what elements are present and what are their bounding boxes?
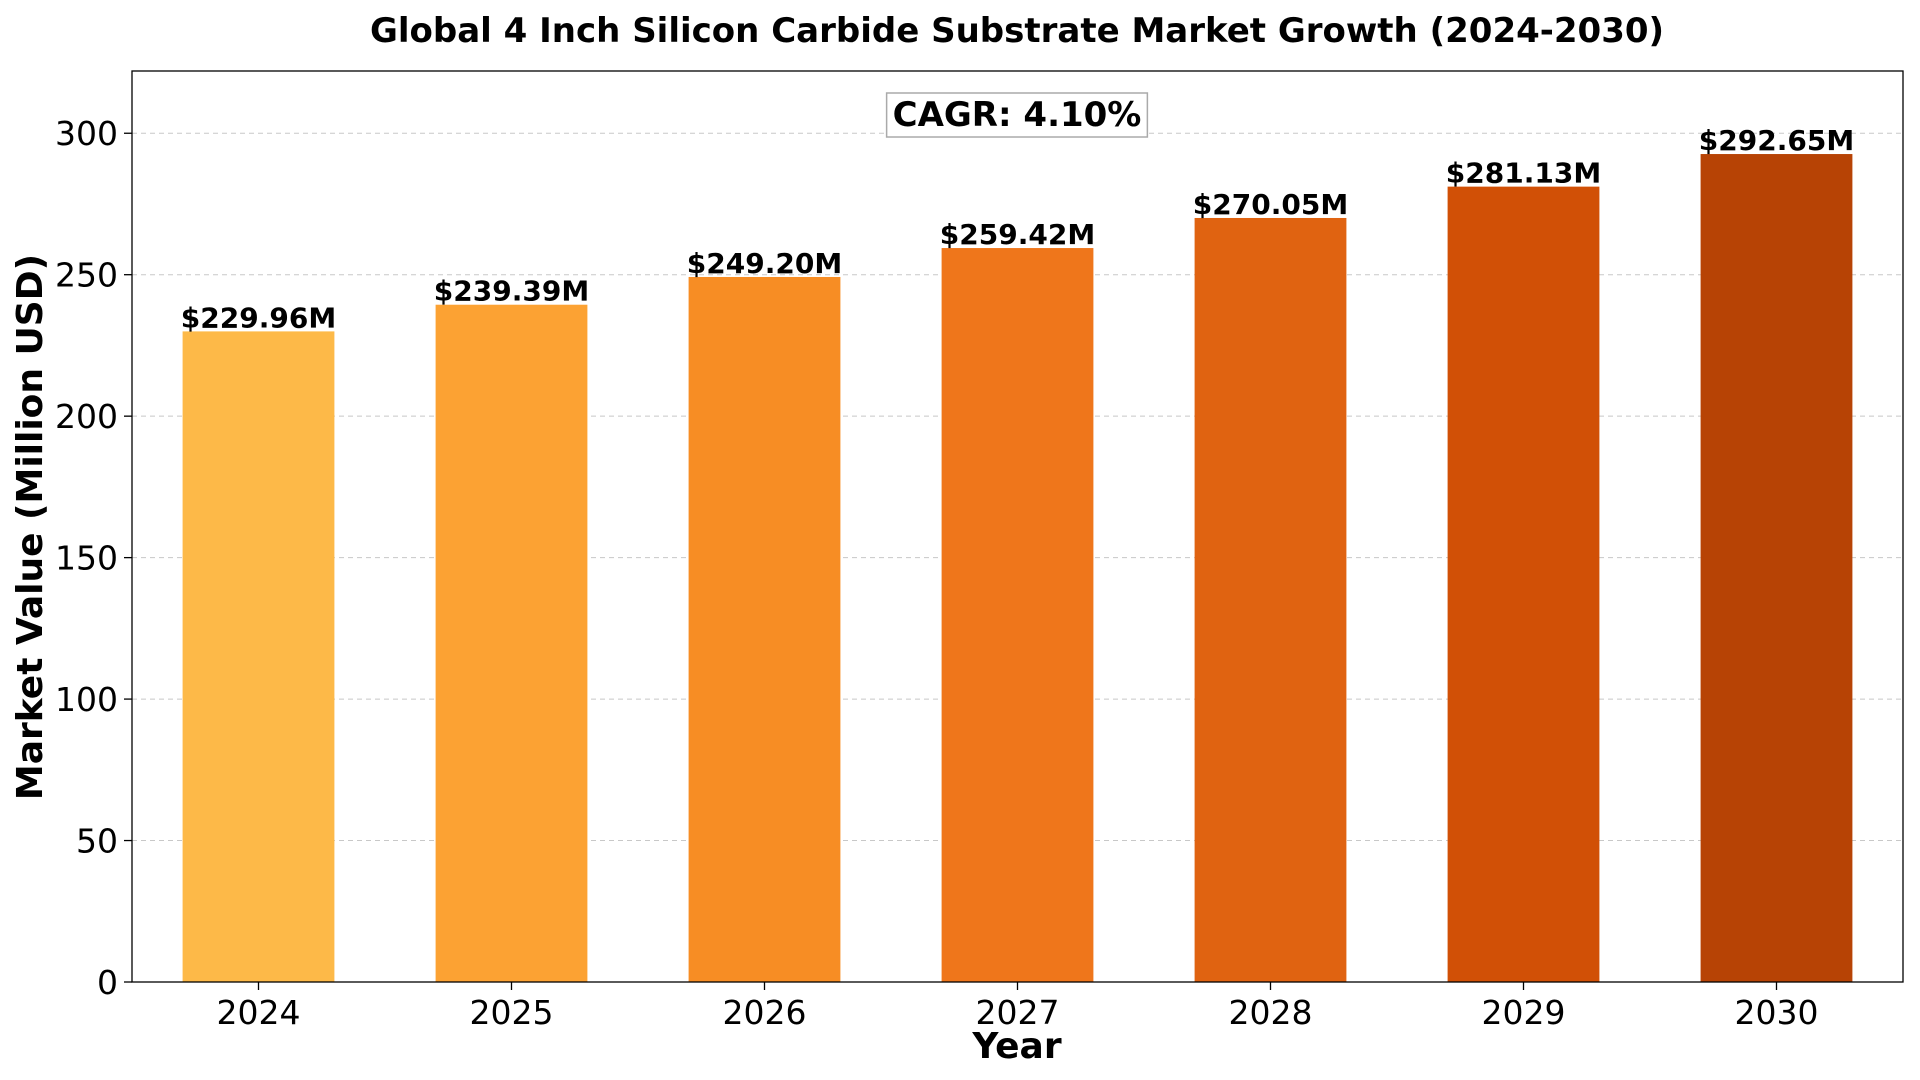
cagr-annotation-text: CAGR: 4.10%	[893, 95, 1142, 135]
data-label-2028: $270.05M	[1193, 188, 1348, 221]
y-tick-label: 50	[76, 822, 118, 861]
y-tick-label: 150	[55, 539, 118, 578]
data-label-2026: $249.20M	[687, 247, 842, 280]
data-label-2024: $229.96M	[181, 301, 336, 334]
cagr-annotation-box	[885, 92, 1149, 138]
bar-2027	[941, 248, 1094, 982]
bar-2030	[1700, 154, 1853, 982]
x-tick-label-2025: 2025	[470, 993, 554, 1032]
cagr-annotation: CAGR: 4.10%	[885, 92, 1149, 138]
data-label-2030: $292.65M	[1699, 124, 1854, 157]
y-tick-label: 100	[55, 680, 118, 719]
chart-title: Global 4 Inch Silicon Carbide Substrate …	[370, 11, 1664, 51]
data-labels: $229.96M $239.39M $249.20M $259.42M $270.05M…	[181, 124, 1854, 334]
bar-2029	[1447, 186, 1600, 983]
bar-2026	[688, 276, 841, 982]
data-label-2029: $281.13M	[1446, 157, 1601, 190]
x-axis-ticks: 2024 2025 2026 2027 2028 2029 2030	[217, 982, 1819, 1032]
x-tick-label-2024: 2024	[217, 993, 301, 1032]
y-tick-label: 300	[55, 114, 118, 153]
y-tick-label: 200	[55, 397, 118, 436]
data-label-2027: $259.42M	[940, 218, 1095, 251]
x-tick-label-2029: 2029	[1482, 993, 1566, 1032]
bar-2024	[182, 331, 335, 982]
y-tick-label: 250	[55, 256, 118, 295]
y-tick-label: 0	[97, 963, 118, 1002]
bar-2028	[1194, 217, 1347, 982]
x-tick-label-2026: 2026	[723, 993, 807, 1032]
y-axis-label: Market Value (Million USD)	[10, 254, 51, 800]
bars	[182, 154, 1853, 983]
x-axis-label: Year	[971, 1026, 1061, 1067]
x-tick-label-2028: 2028	[1229, 993, 1313, 1032]
x-tick-label-2027: 2027	[976, 993, 1060, 1032]
data-label-2025: $239.39M	[434, 275, 589, 308]
y-axis-ticks: 0 50 100 150 200 250 300	[55, 114, 132, 1002]
bar-2025	[435, 304, 588, 982]
x-tick-label-2030: 2030	[1735, 993, 1819, 1032]
